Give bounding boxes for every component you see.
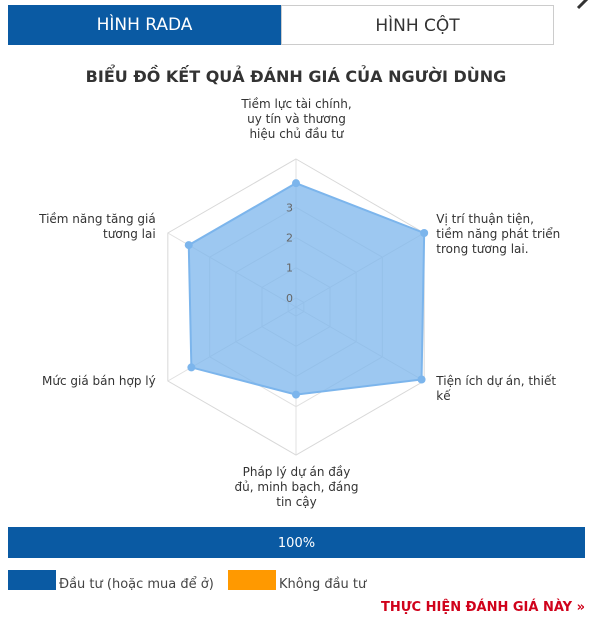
- cta-link[interactable]: THỰC HIỆN ĐÁNH GIÁ NÀY »: [380, 600, 585, 615]
- bar-value-label: 100%: [278, 536, 315, 551]
- bar-segment: [8, 527, 585, 558]
- chart-title: BIỂU ĐỒ KẾT QUẢ ĐÁNH GIÁ CỦA NGƯỜI DÙNG: [86, 64, 507, 86]
- tab-active[interactable]: HÌNH RADA: [8, 5, 281, 45]
- radar-area: [187, 182, 426, 396]
- radar-point: [417, 375, 426, 384]
- radar-point: [187, 363, 196, 372]
- legend-label: Không đầu tư: [279, 577, 367, 592]
- category-label: Tiềm năng tăng giá tương lai: [39, 212, 156, 241]
- radar-point: [292, 390, 300, 399]
- radar-point: [292, 179, 300, 188]
- category-label: Pháp lý dự án đầy đủ, minh bạch, đáng ti…: [234, 465, 359, 509]
- legend-label: Đầu tư (hoặc mua để ở): [59, 577, 214, 592]
- corner-mark: [576, 0, 589, 10]
- category-label: Mức giá bán hợp lý: [42, 374, 156, 388]
- y-tick-label: 2: [286, 232, 293, 245]
- category-label: Tiềm lực tài chính, uy tín và thương hiệ…: [241, 97, 352, 141]
- y-tick-label: 1: [286, 262, 293, 275]
- category-label: Vị trí thuận tiện, tiềm năng phát triển …: [436, 212, 561, 256]
- y-tick-label: 0: [286, 292, 293, 305]
- legend-swatch: [8, 570, 56, 590]
- legend-swatch: [228, 570, 276, 590]
- radar-point: [420, 229, 429, 237]
- y-tick-label: 3: [286, 201, 293, 214]
- category-label: Tiện ích dự án, thiết kế: [436, 374, 557, 403]
- radar-point: [184, 241, 193, 250]
- tab[interactable]: HÌNH CỘT: [281, 5, 554, 45]
